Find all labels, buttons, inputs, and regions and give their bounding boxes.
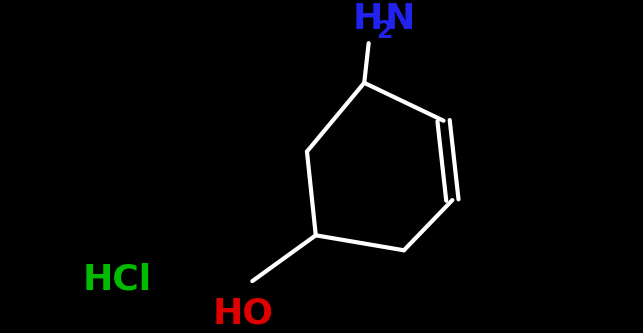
Text: 2: 2: [376, 19, 392, 43]
Text: HCl: HCl: [82, 262, 151, 296]
Text: H: H: [353, 2, 383, 36]
Text: HO: HO: [213, 297, 274, 331]
Text: N: N: [385, 2, 415, 36]
